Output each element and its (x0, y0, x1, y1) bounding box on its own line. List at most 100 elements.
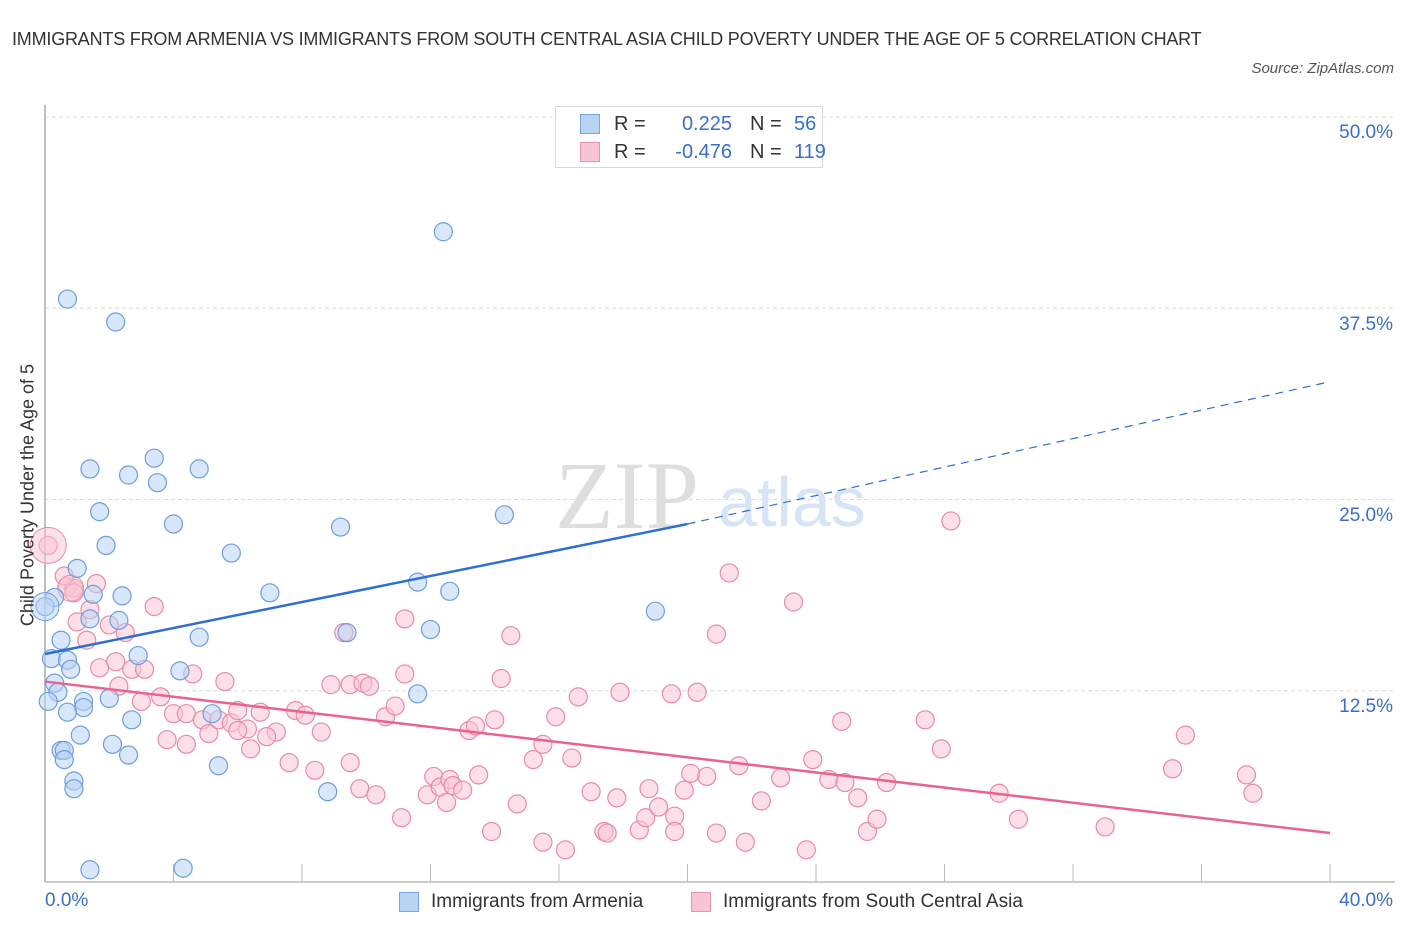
trend-line-armenia-extension (687, 381, 1331, 525)
data-point (408, 684, 428, 704)
data-point (241, 739, 261, 759)
data-point (523, 749, 543, 770)
data-point (581, 782, 601, 802)
data-point-large (29, 526, 67, 564)
data-point (157, 730, 177, 750)
data-point (867, 809, 887, 829)
data-point (835, 772, 855, 793)
data-point (260, 583, 280, 603)
data-point (485, 710, 505, 730)
data-point (176, 734, 196, 754)
y-tick-label: 50.0% (1339, 122, 1393, 143)
r-label: R = (614, 112, 646, 135)
data-point (697, 766, 717, 787)
data-point (607, 788, 627, 808)
legend-item-armenia[interactable]: Immigrants from Armenia (399, 888, 643, 916)
data-point (832, 711, 852, 731)
data-point (257, 727, 277, 747)
data-point (330, 517, 351, 537)
data-point (57, 289, 78, 309)
data-point (494, 505, 514, 525)
data-point (562, 748, 582, 768)
data-point (170, 661, 190, 681)
data-point (546, 707, 566, 727)
data-point (176, 704, 196, 724)
y-tick-label: 25.0% (1339, 505, 1393, 526)
data-point (208, 756, 229, 776)
r-label: R = (614, 140, 646, 163)
data-point (57, 702, 78, 722)
n-value: 119 (794, 140, 826, 163)
data-point (729, 756, 749, 776)
data-point (501, 626, 521, 646)
data-point (73, 697, 94, 718)
data-point (796, 840, 816, 860)
r-value: 0.225 (681, 112, 732, 135)
data-point (391, 808, 412, 828)
x-max-label: 40.0% (1339, 890, 1393, 911)
data-point (803, 749, 823, 770)
data-point (687, 682, 707, 702)
data-point (99, 688, 119, 709)
data-point (706, 823, 727, 843)
data-point (440, 581, 460, 601)
x-min-label: 0.0% (45, 890, 89, 911)
data-point (735, 832, 755, 852)
data-point (639, 779, 659, 799)
data-point (106, 312, 126, 332)
data-point (202, 704, 222, 724)
data-point (1008, 809, 1028, 829)
data-point (568, 687, 588, 707)
data-point (90, 658, 110, 678)
n-value: 56 (794, 112, 817, 135)
data-point (706, 624, 727, 644)
data-point (38, 691, 58, 712)
data-point (453, 780, 473, 800)
data-point (112, 586, 132, 606)
data-point (64, 779, 84, 799)
legend-label: Immigrants from South Central Asia (723, 891, 1023, 912)
y-tick-label: 12.5% (1339, 696, 1393, 717)
data-point (436, 792, 457, 813)
data-point (597, 823, 617, 843)
data-point (279, 753, 299, 773)
data-point (661, 684, 682, 704)
data-point (106, 652, 126, 672)
data-point (54, 749, 74, 770)
data-point (67, 558, 87, 578)
series-legend: Immigrants from Armenia Immigrants from … (0, 888, 1406, 916)
series-south-central-asia (29, 511, 1263, 860)
data-point (96, 535, 116, 556)
data-point (221, 543, 241, 563)
trend-line-south-central-asia (44, 680, 1331, 835)
data-point (555, 840, 576, 860)
data-point (102, 734, 123, 754)
data-point (751, 791, 771, 811)
data-point (311, 722, 331, 742)
data-point (636, 808, 656, 828)
legend-item-south-central-asia[interactable]: Immigrants from South Central Asia (691, 888, 1023, 916)
data-point (848, 788, 868, 808)
n-label: N = (750, 140, 782, 163)
legend-row-south-central-asia: R = -0.476 N = 119 (580, 139, 826, 165)
chart-title: IMMIGRANTS FROM ARMENIA VS IMMIGRANTS FR… (12, 29, 1202, 49)
armenia-swatch (399, 892, 419, 912)
watermark-atlas: atlas (718, 463, 866, 541)
data-point (1162, 759, 1183, 779)
watermark-zip: ZIP (555, 442, 699, 549)
data-point (337, 623, 357, 643)
armenia-swatch (580, 114, 600, 134)
data-point (408, 572, 428, 592)
data-point (144, 596, 164, 617)
data-point (395, 609, 415, 629)
data-point (80, 459, 100, 479)
data-point (1175, 725, 1196, 745)
data-point (385, 696, 405, 716)
data-point (340, 753, 360, 773)
legend-label: Immigrants from Armenia (431, 891, 644, 912)
data-point (771, 768, 791, 788)
correlation-legend: R = 0.225 N = 56 R = -0.476 N = 119 (555, 106, 826, 168)
data-point (465, 716, 486, 736)
data-point (491, 668, 511, 689)
data-point (350, 779, 370, 799)
